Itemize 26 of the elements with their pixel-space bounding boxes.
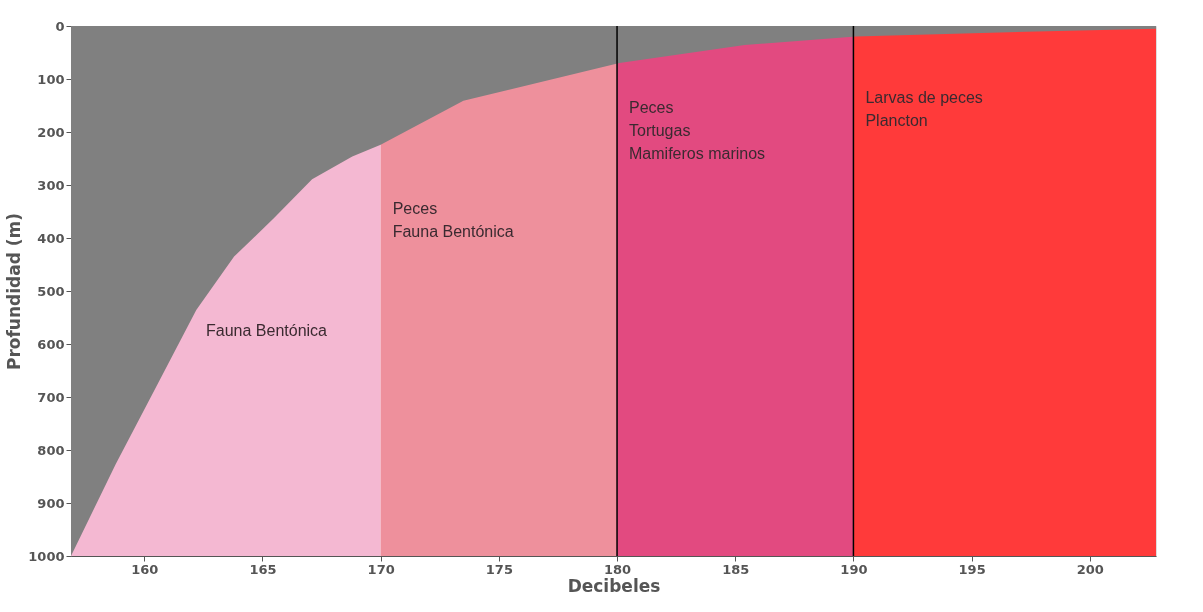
band-label: Larvas de peces Plancton [865,88,983,129]
y-tick-label: 800 [37,442,65,458]
x-tick-label: 195 [958,561,986,577]
x-tick-label: 165 [249,561,277,577]
band-label: Peces Tortugas Mamiferos marinos [629,99,766,163]
x-tick-label: 200 [1076,561,1104,577]
y-tick-label: 300 [37,177,65,193]
x-tick-label: 185 [722,561,750,577]
y-tick-label: 200 [37,124,65,140]
y-tick-label: 500 [37,283,65,299]
band-label: Peces Fauna Bentónica [392,199,514,240]
x-tick-label: 180 [603,561,632,577]
y-tick-label: 0 [55,18,65,34]
x-tick-label: 190 [840,561,868,577]
y-tick-label: 900 [37,495,65,511]
y-tick-label: 400 [37,230,65,246]
band-label: Fauna Bentónica [206,321,328,339]
x-tick-label: 160 [131,561,159,577]
x-tick-label: 170 [367,561,395,577]
y-tick-label: 100 [37,71,65,87]
y-axis-title: Profundidad (m) [4,212,25,371]
y-tick-label: 600 [37,336,65,352]
y-tick-label: 700 [37,389,65,405]
x-tick-label: 175 [485,561,513,577]
y-tick-label: 1000 [28,548,65,564]
x-axis-title: Decibeles [567,575,661,596]
